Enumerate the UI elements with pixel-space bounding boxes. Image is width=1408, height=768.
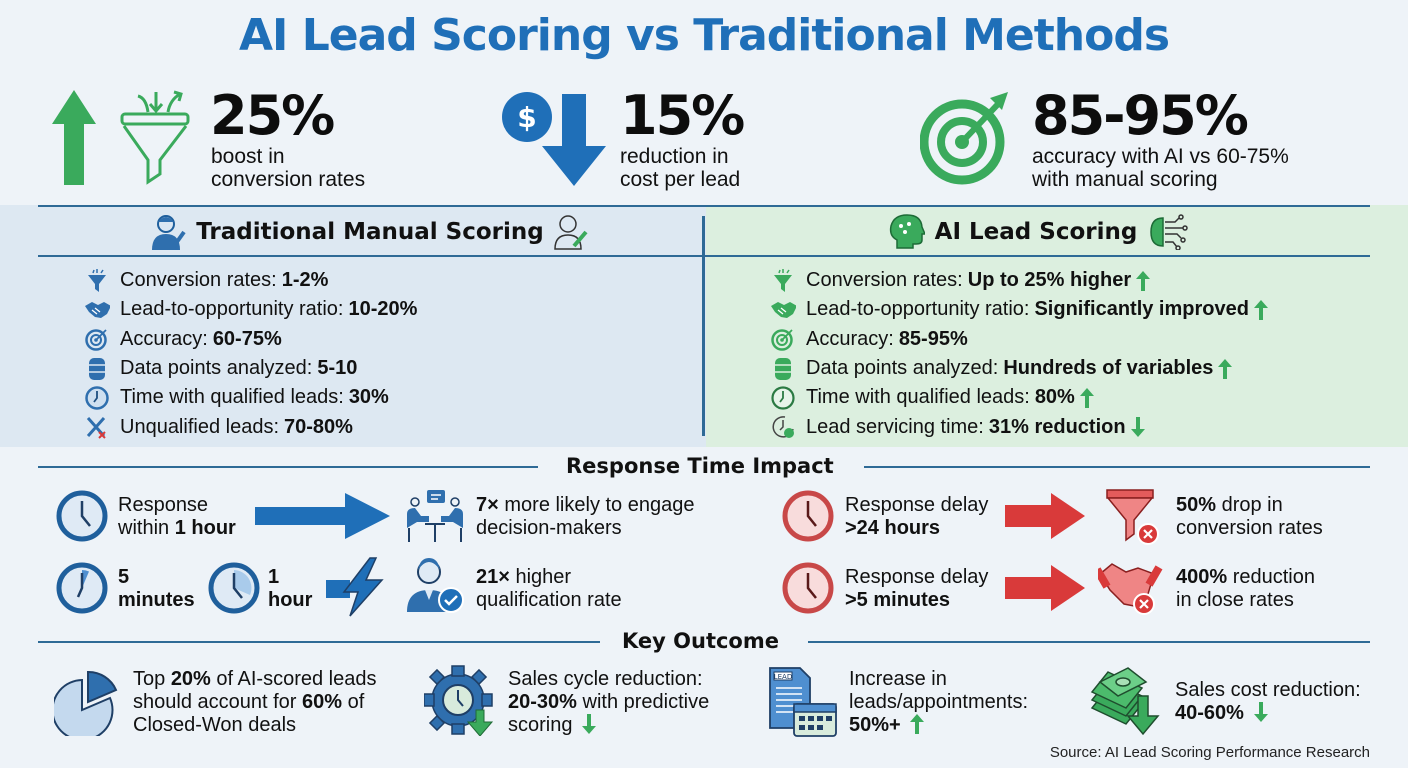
clock-red-icon — [782, 562, 834, 614]
lead-calendar-icon: LEAD — [769, 667, 837, 737]
svg-text:LEAD: LEAD — [774, 673, 793, 681]
trend-up-icon — [1079, 387, 1094, 408]
trend-down-icon — [582, 714, 597, 734]
stat-label-2: cost per lead — [620, 168, 741, 191]
stat-value: 15% — [620, 84, 745, 147]
divider — [38, 466, 538, 468]
handshake-icon — [770, 298, 796, 322]
gear-clock-icon — [424, 665, 494, 736]
outcome-item-3: Increase in leads/appointments: 50%+ — [849, 668, 1029, 736]
trend-down-icon — [1253, 702, 1268, 722]
cause-text: Response within 1 hour — [118, 494, 236, 539]
effect-text: 50% drop in conversion rates — [1176, 494, 1323, 539]
database-icon — [770, 357, 796, 381]
list-item: Conversion rates: Up to 25% higher — [770, 266, 1268, 295]
cause-text: Response delay >24 hours — [845, 494, 989, 539]
effect-text: 21× higher qualification rate — [476, 566, 622, 611]
arrow-right-icon — [255, 493, 390, 539]
page-title: AI Lead Scoring vs Traditional Methods — [238, 10, 1170, 61]
traditional-heading: Traditional Manual Scoring — [38, 210, 702, 254]
clock-5min-icon — [56, 562, 108, 614]
clock-red-icon — [782, 490, 834, 542]
trend-up-icon — [1253, 299, 1268, 320]
trend-down-icon — [1130, 417, 1145, 438]
list-item: Data points analyzed: Hundreds of variabl… — [770, 354, 1268, 383]
list-item: Data points analyzed: 5-10 — [84, 354, 417, 383]
handshake-icon — [84, 298, 110, 322]
list-item: Lead-to-opportunity ratio: Significantly … — [770, 295, 1268, 324]
outcome-item-2: Sales cycle reduction: 20-30% with predi… — [508, 668, 710, 736]
trend-up-icon — [910, 714, 925, 734]
effect-text: 7× more likely to engage decision-makers — [476, 494, 695, 539]
outcome-item-4: Sales cost reduction: 40-60% — [1175, 679, 1361, 724]
pie-chart-icon — [54, 670, 118, 736]
divider — [808, 641, 1370, 643]
traditional-panel — [0, 205, 706, 447]
ai-panel — [706, 205, 1408, 447]
divider — [864, 466, 1370, 468]
arrow-right-red-icon — [1005, 493, 1085, 539]
stat-label-1: reduction in — [620, 145, 729, 168]
target-icon — [920, 92, 1008, 185]
brain-circuit-icon — [1150, 214, 1189, 250]
response-heading: Response Time Impact — [566, 454, 834, 478]
stat-label-1: boost in — [211, 145, 285, 168]
list-item: Accuracy: 60-75% — [84, 325, 417, 354]
list-item: Unqualified leads: 70-80% — [84, 412, 417, 441]
qualified-person-icon — [407, 558, 464, 613]
list-item: Conversion rates: 1-2% — [84, 266, 417, 295]
ai-heading-text: AI Lead Scoring — [934, 219, 1138, 245]
list-item: Lead servicing time: 31% reduction — [770, 412, 1268, 441]
divider — [38, 205, 1370, 207]
handshake-fail-icon — [1098, 563, 1163, 615]
traditional-heading-text: Traditional Manual Scoring — [196, 219, 544, 245]
clock-label-5min: 5 minutes — [118, 566, 195, 611]
arrow-up-icon — [52, 90, 96, 185]
funnel-icon — [770, 268, 796, 293]
stat-label-2: with manual scoring — [1032, 168, 1218, 191]
divider — [38, 641, 600, 643]
list-item: Lead-to-opportunity ratio: 10-20% — [84, 295, 417, 324]
cause-text: Response delay >5 minutes — [845, 566, 989, 611]
clock-icon — [770, 386, 796, 410]
clock-icon — [56, 490, 108, 542]
target-icon — [770, 327, 796, 351]
list-item: Time with qualified leads: 80% — [770, 383, 1268, 412]
traditional-list: Conversion rates: 1-2% Lead-to-opportunit… — [84, 266, 417, 442]
funnel-fail-icon — [1106, 489, 1159, 545]
stat-value: 85-95% — [1032, 84, 1249, 147]
source-note: Source: AI Lead Scoring Performance Rese… — [1049, 744, 1370, 761]
effect-text: 400% reduction in close rates — [1176, 566, 1315, 611]
clock-service-icon — [770, 415, 796, 439]
ai-heading: AI Lead Scoring — [706, 210, 1370, 254]
manager-icon — [152, 215, 186, 250]
outcome-heading: Key Outcome — [622, 629, 779, 653]
svg-text:$: $ — [517, 101, 536, 134]
list-item: Accuracy: 85-95% — [770, 325, 1268, 354]
divider — [702, 216, 705, 436]
stat-label-1: accuracy with AI vs 60-75% — [1032, 145, 1289, 168]
clock-label-1hour: 1 hour — [268, 566, 313, 611]
ai-head-icon — [889, 214, 925, 249]
funnel-icon — [84, 268, 110, 293]
unqualified-icon — [84, 415, 110, 439]
clock-icon — [84, 386, 110, 410]
funnel-icon — [120, 90, 190, 185]
outcome-item-1: Top 20% of AI-scored leads should accoun… — [133, 668, 377, 736]
stat-label-2: conversion rates — [211, 168, 366, 191]
clock-1hour-icon — [208, 562, 260, 614]
database-icon — [84, 357, 110, 381]
money-stack-icon — [1090, 667, 1160, 736]
target-icon — [84, 327, 110, 351]
arrow-right-red-icon — [1005, 565, 1085, 611]
dollar-arrow-down-icon: $ — [502, 92, 606, 186]
person-pen-icon — [553, 215, 588, 250]
lightning-icon — [326, 557, 384, 617]
ai-list: Conversion rates: Up to 25% higher Lead-t… — [770, 266, 1268, 442]
stat-value: 25% — [210, 84, 335, 147]
meeting-icon — [407, 490, 463, 542]
trend-up-icon — [1218, 358, 1233, 379]
list-item: Time with qualified leads: 30% — [84, 383, 417, 412]
trend-up-icon — [1136, 270, 1151, 291]
